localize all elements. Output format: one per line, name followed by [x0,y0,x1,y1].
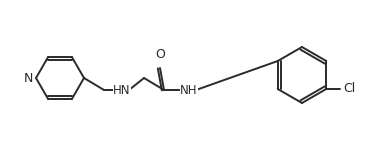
Text: Cl: Cl [343,82,355,96]
Text: O: O [155,48,165,61]
Text: NH: NH [180,84,198,96]
Text: HN: HN [113,84,131,96]
Text: N: N [23,72,33,84]
